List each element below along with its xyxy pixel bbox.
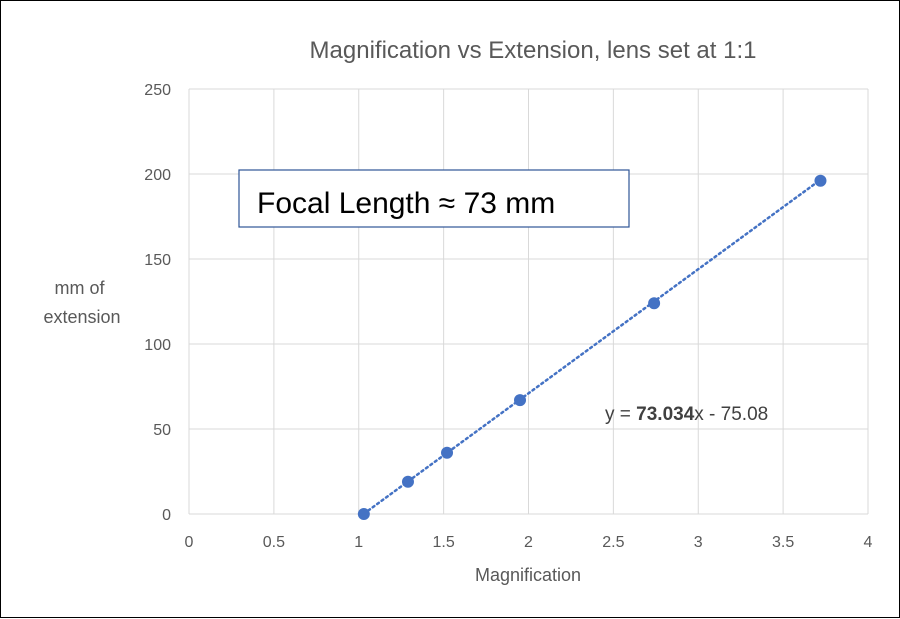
data-point <box>441 446 454 459</box>
data-point <box>648 297 661 310</box>
focal-length-callout: Focal Length ≈ 73 mm <box>257 187 555 220</box>
x-tick-label: 1 <box>354 534 363 551</box>
equation-prefix: y = <box>605 404 636 425</box>
y-tick-label: 50 <box>153 422 171 439</box>
y-tick-label: 150 <box>144 252 171 269</box>
x-tick-label: 0.5 <box>263 534 285 551</box>
y-tick-label: 200 <box>144 167 171 184</box>
data-point <box>814 174 827 187</box>
x-axis-label: Magnification <box>475 565 581 585</box>
chart-title: Magnification vs Extension, lens set at … <box>310 37 757 64</box>
x-tick-label: 3.5 <box>772 534 794 551</box>
gridlines <box>188 88 869 515</box>
y-tick-label: 100 <box>144 337 171 354</box>
trendline-equation: y = 73.034x - 75.08 <box>605 404 768 425</box>
data-points <box>357 174 827 520</box>
x-tick-label: 2.5 <box>602 534 624 551</box>
focal-length-callout-box <box>238 169 630 228</box>
equation-suffix: x - 75.08 <box>694 404 768 425</box>
data-point <box>514 394 527 407</box>
y-axis-label-line-2: extension <box>43 307 120 327</box>
y-axis-label-line-1: mm of <box>54 278 105 298</box>
tick-labels: 0 0.5 1 1.5 2 2.5 3 3.5 4 0 50 100 150 200 250 <box>144 82 872 551</box>
data-point <box>357 508 370 520</box>
y-tick-label: 250 <box>144 82 171 99</box>
trendline <box>362 178 822 516</box>
x-tick-label: 1.5 <box>433 534 455 551</box>
x-tick-label: 0 <box>185 534 194 551</box>
y-tick-label: 0 <box>162 507 171 524</box>
data-point <box>401 475 414 488</box>
x-tick-label: 4 <box>864 534 873 551</box>
equation-slope: 73.034 <box>636 404 695 425</box>
y-axis-label: mm of extension <box>43 278 120 327</box>
x-tick-label: 3 <box>694 534 703 551</box>
x-tick-label: 2 <box>524 534 533 551</box>
trendline-group <box>362 178 822 516</box>
